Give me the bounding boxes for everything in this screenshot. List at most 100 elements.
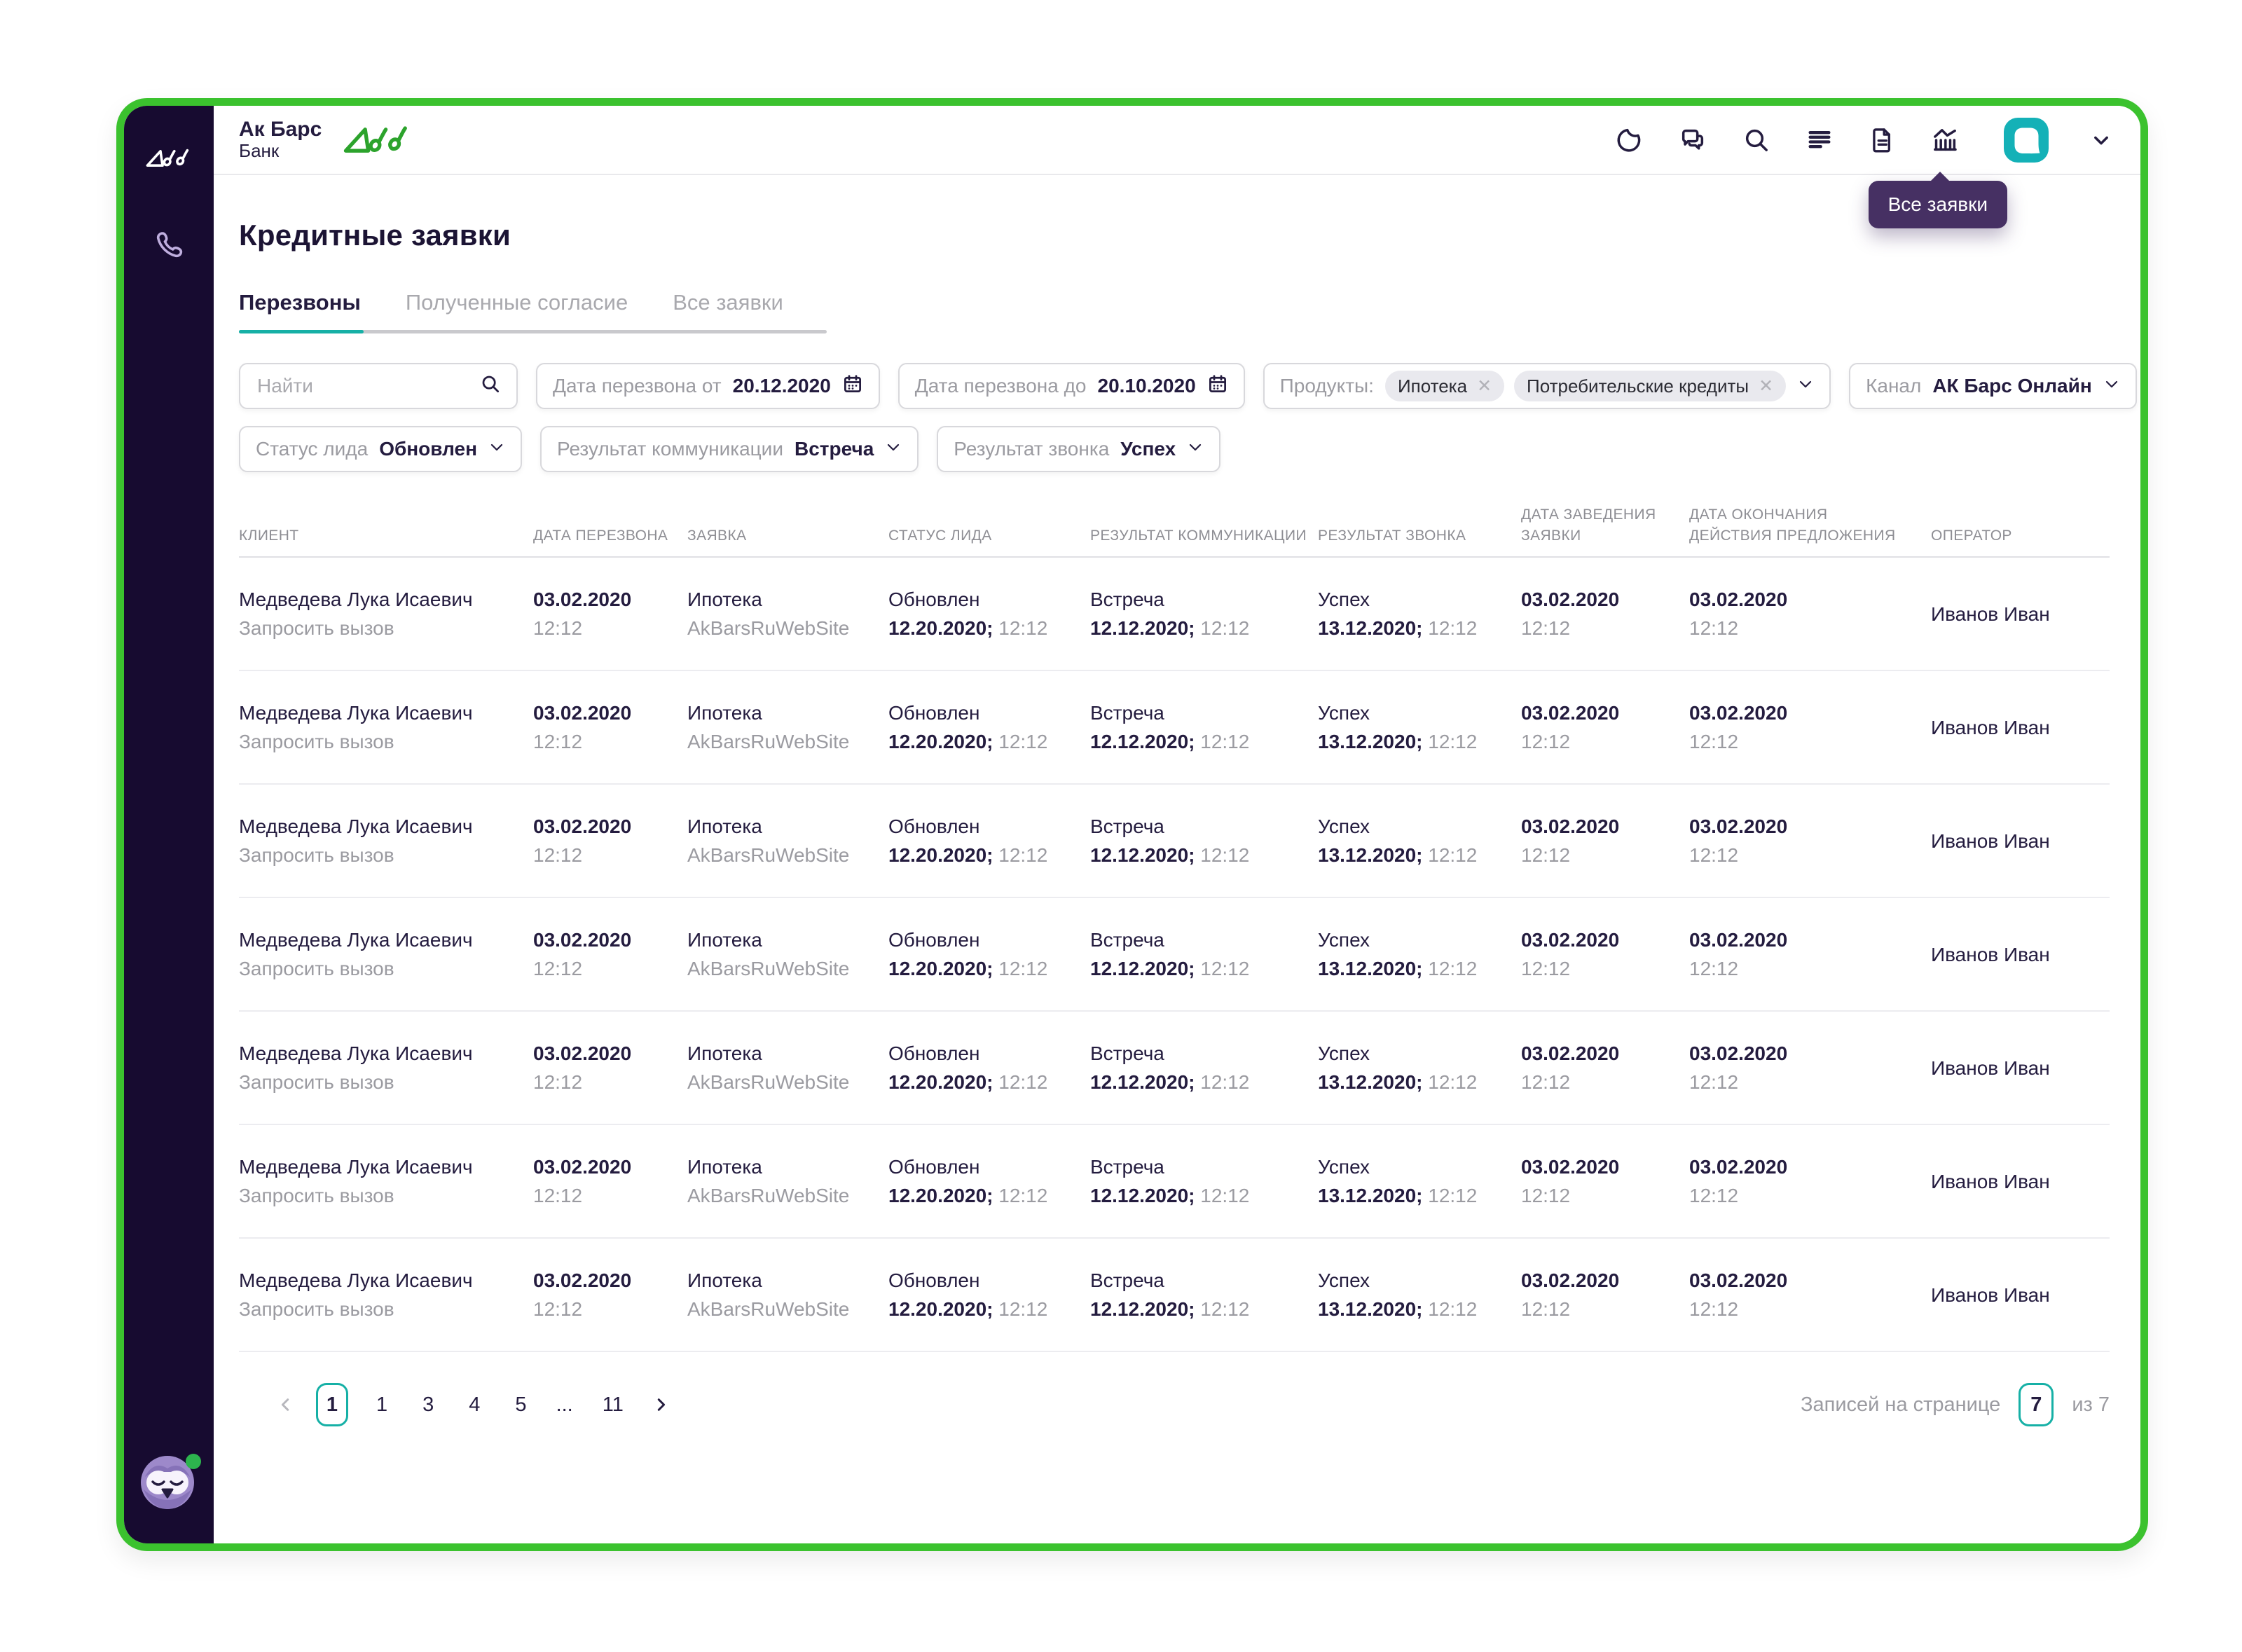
cell-created-date: 03.02.2020 12:12 [1521, 812, 1689, 869]
request-call-link[interactable]: Запросить вызов [239, 617, 394, 639]
date-to-filter[interactable]: Дата перезвона до 20.10.2020 [898, 363, 1245, 409]
product-chip[interactable]: Потребительские кредиты ✕ [1514, 371, 1787, 401]
search-box[interactable] [239, 363, 518, 409]
callback-date: 03.02.2020 [533, 1042, 632, 1064]
phone-nav-icon[interactable] [152, 227, 186, 264]
comm-result-time: 12:12 [1200, 1185, 1250, 1206]
request-call-link[interactable]: Запросить вызов [239, 731, 394, 752]
offer-end-time: 12:12 [1689, 617, 1739, 639]
page-button[interactable]: 1 [316, 1383, 348, 1426]
document-icon[interactable] [1869, 126, 1895, 154]
col-created-date: ДАТА ЗАВЕДЕНИЯ ЗАЯВКИ [1521, 507, 1656, 544]
moon-icon[interactable] [1615, 126, 1643, 154]
chip-remove-icon[interactable]: ✕ [1477, 376, 1492, 396]
client-name: Медведева Лука Исаевич [239, 929, 473, 951]
request-call-link[interactable]: Запросить вызов [239, 958, 394, 979]
page-size-value[interactable]: 7 [2019, 1383, 2054, 1426]
lead-status-filter[interactable]: Статус лида Обновлен [239, 426, 523, 472]
comm-result: Встреча [1090, 1156, 1164, 1178]
request-call-link[interactable]: Запросить вызов [239, 844, 394, 866]
created-time: 12:12 [1521, 844, 1571, 866]
page-label: 1 [326, 1393, 338, 1416]
callback-date: 03.02.2020 [533, 1156, 632, 1178]
operator-name: Иванов Иван [1931, 1056, 2050, 1079]
chevron-down-icon[interactable] [2103, 375, 2120, 397]
call-result-date: 13.12.2020; [1318, 844, 1423, 866]
tab[interactable]: Все заявки [673, 290, 783, 333]
channel-value: АК Барс Онлайн [1932, 375, 2092, 397]
search-input[interactable] [256, 374, 469, 398]
chip-remove-icon[interactable]: ✕ [1759, 376, 1774, 396]
application-source: AkBarsRuWebSite [687, 844, 850, 866]
comm-result: Встреча [1090, 702, 1164, 724]
col-client: КЛИЕНТ [239, 528, 299, 544]
created-date: 03.02.2020 [1521, 1269, 1620, 1291]
tab[interactable]: Полученные согласие [406, 290, 628, 333]
stats-icon[interactable] [1930, 126, 1960, 154]
page-button[interactable]: 5 [508, 1383, 533, 1426]
comm-result-filter[interactable]: Результат коммуникации Встреча [540, 426, 919, 472]
cell-client: Медведева Лука Исаевич Запросить вызов [239, 585, 533, 642]
sidebar-abb-logo-icon[interactable] [142, 145, 196, 175]
lead-status: Обновлен [888, 929, 980, 951]
product-chip[interactable]: Ипотека ✕ [1384, 371, 1505, 401]
client-name: Медведева Лука Исаевич [239, 1156, 473, 1178]
callback-time: 12:12 [533, 731, 583, 752]
content: Кредитные заявки Перезвоны Полученные сог… [214, 175, 2140, 1543]
date-from-filter[interactable]: Дата перезвона от 20.12.2020 [536, 363, 880, 409]
tab[interactable]: Перезвоны [239, 290, 364, 333]
search-icon[interactable] [1742, 126, 1770, 154]
chevron-down-icon[interactable] [1797, 375, 1814, 397]
cell-callback-date: 03.02.2020 12:12 [533, 1039, 687, 1096]
cell-created-date: 03.02.2020 12:12 [1521, 1152, 1689, 1210]
chat-icon[interactable] [1678, 126, 1707, 154]
call-result-filter[interactable]: Результат звонка Успех [937, 426, 1221, 472]
page-button[interactable]: 11 [596, 1383, 631, 1426]
user-avatar[interactable] [2003, 117, 2049, 163]
table-body: Медведева Лука Исаевич Запросить вызов 0… [239, 558, 2110, 1352]
cell-client: Медведева Лука Исаевич Запросить вызов [239, 812, 533, 869]
callback-time: 12:12 [533, 617, 583, 639]
chevron-down-icon[interactable] [885, 438, 902, 460]
application-type: Ипотека [687, 1269, 762, 1291]
chevron-down-icon[interactable] [2091, 130, 2111, 150]
col-offer-end-date: ДАТА ОКОНЧАНИЯ ДЕЙСТВИЯ ПРЕДЛОЖЕНИЯ [1689, 507, 1896, 544]
request-call-link[interactable]: Запросить вызов [239, 1185, 394, 1206]
chevron-down-icon[interactable] [488, 438, 505, 460]
cell-operator: Иванов Иван [1931, 600, 2110, 628]
products-filter[interactable]: Продукты: Ипотека ✕ Потребительские кредит… [1263, 363, 1831, 409]
lead-status: Обновлен [888, 702, 980, 724]
page-label: ... [556, 1393, 573, 1416]
cell-callback-date: 03.02.2020 12:12 [533, 1152, 687, 1210]
chevron-left-icon[interactable] [273, 1394, 299, 1415]
chevron-down-icon[interactable] [1187, 438, 1204, 460]
client-name: Медведева Лука Исаевич [239, 702, 473, 724]
request-call-link[interactable]: Запросить вызов [239, 1298, 394, 1320]
callback-date: 03.02.2020 [533, 588, 632, 610]
comm-result: Встреча [1090, 1269, 1164, 1291]
comm-result-time: 12:12 [1200, 1071, 1250, 1093]
chip-label: Потребительские кредиты [1527, 375, 1749, 397]
call-result-time: 12:12 [1428, 1185, 1478, 1206]
comm-result: Встреча [1090, 1042, 1164, 1064]
operator-name: Иванов Иван [1931, 1283, 2050, 1306]
cell-operator: Иванов Иван [1931, 940, 2110, 969]
col-comm-result: РЕЗУЛЬТАТ КОММУНИКАЦИИ [1090, 528, 1307, 544]
chevron-right-icon[interactable] [647, 1394, 674, 1415]
calendar-icon[interactable] [842, 373, 863, 399]
date-from-value: 20.12.2020 [732, 375, 831, 397]
request-call-link[interactable]: Запросить вызов [239, 1071, 394, 1093]
table-row: Медведева Лука Исаевич Запросить вызов 0… [239, 785, 2110, 898]
channel-filter[interactable]: Канал АК Барс Онлайн [1849, 363, 2137, 409]
page-button[interactable]: 3 [415, 1383, 441, 1426]
page-label: 3 [422, 1393, 434, 1416]
owl-mascot[interactable] [134, 1446, 204, 1520]
client-name: Медведева Лука Исаевич [239, 815, 473, 837]
page-button[interactable]: 1 [369, 1383, 394, 1426]
list-icon[interactable] [1806, 126, 1834, 154]
calendar-icon[interactable] [1207, 373, 1228, 399]
tab-label: Полученные согласие [405, 290, 628, 315]
lead-status-date: 12.20.2020; [888, 617, 993, 639]
page-button[interactable]: 4 [462, 1383, 487, 1426]
application-source: AkBarsRuWebSite [687, 958, 850, 979]
